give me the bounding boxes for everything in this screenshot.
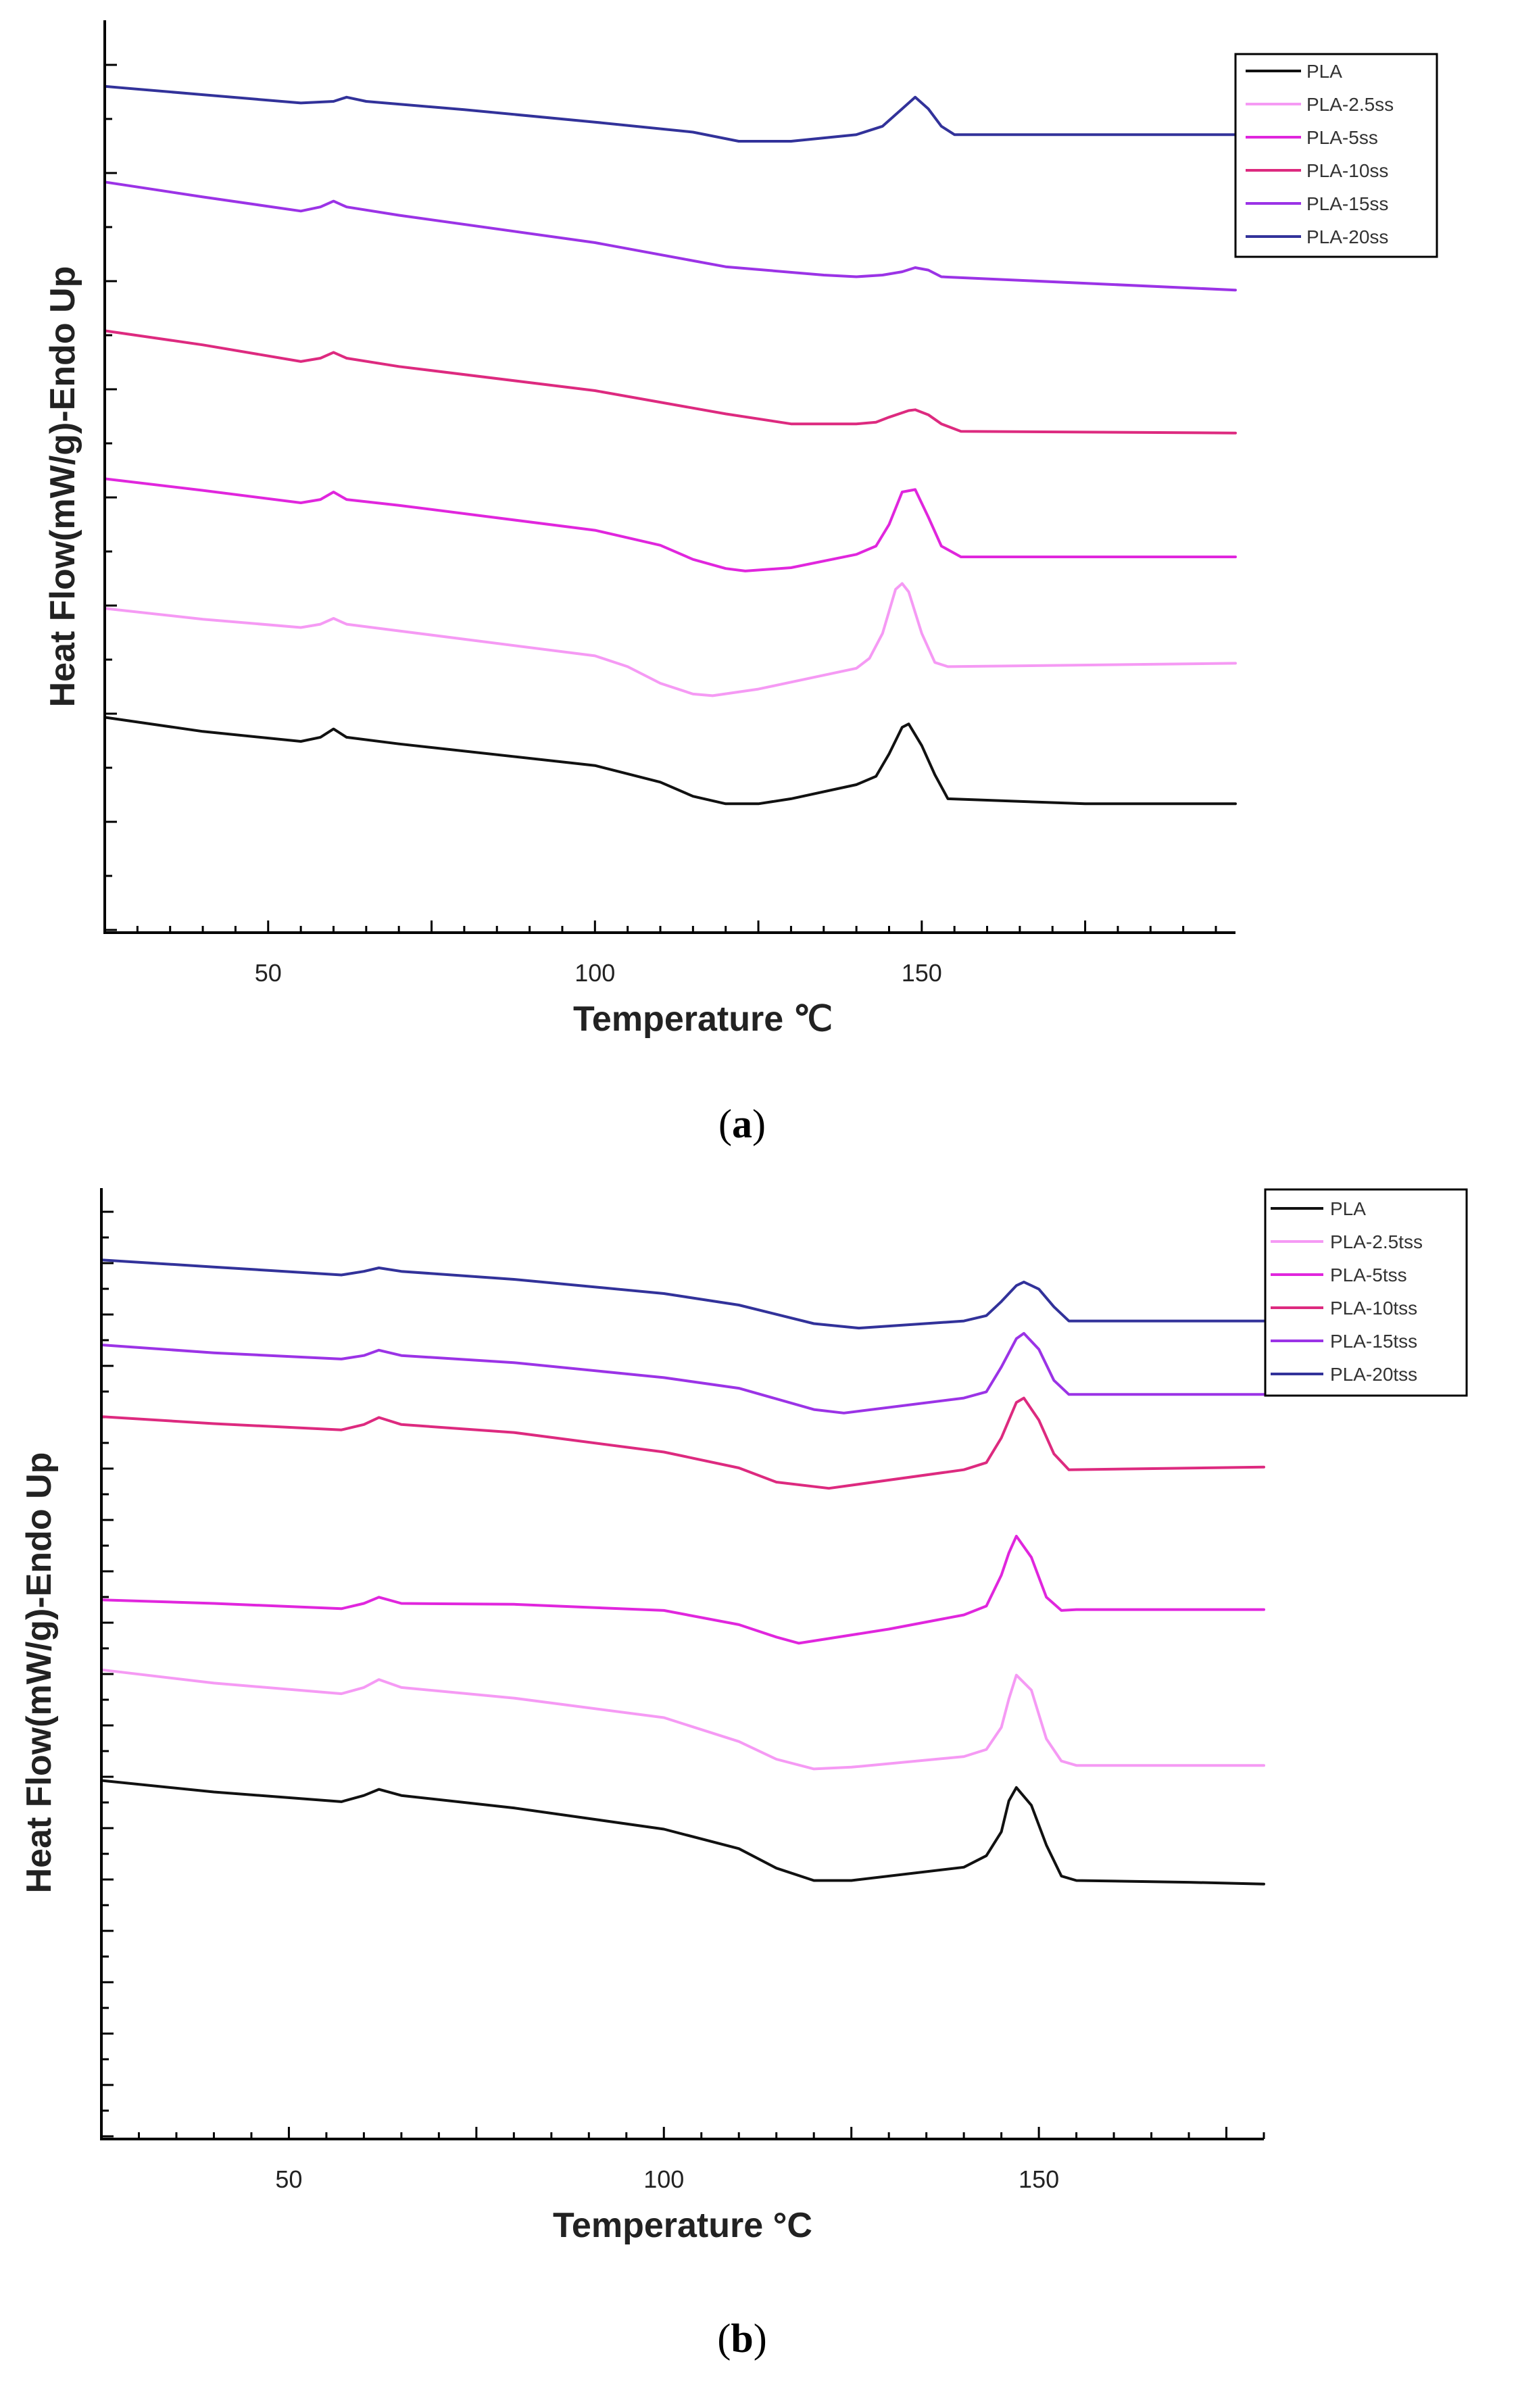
- panel-a-series-pla-15ss: [103, 180, 1237, 292]
- panel-a-x-tick-label: 150: [902, 959, 942, 987]
- panel-b-series: [100, 1258, 1265, 1886]
- panel-a-x-axis-title: Temperature ℃: [573, 1000, 833, 1039]
- panel-b-legend: PLA PLA-2.5tss PLA-5tss PLA-10tss PLA-15tss P…: [1264, 1188, 1468, 1397]
- panel-b-legend-label: PLA-5tss: [1330, 1264, 1407, 1285]
- panel-a-legend-label: PLA-15ss: [1306, 193, 1388, 214]
- panel-b-label: (b): [717, 2316, 766, 2361]
- panel-a-legend: PLA PLA-2.5ss PLA-5ss PLA-10ss PLA-15ss PLA-2…: [1234, 53, 1438, 258]
- panel-a-legend-label: PLA-5ss: [1306, 127, 1378, 148]
- panel-b-series-pla-2-5tss: [100, 1668, 1265, 1771]
- panel-b-legend-label: PLA-10tss: [1330, 1298, 1417, 1319]
- panel-b-x-axis-title: Temperature °C: [553, 2206, 812, 2245]
- panel-a-y-ticks: [105, 64, 117, 931]
- panel-a-legend-box: [1234, 53, 1438, 258]
- panel-a-x-tick-label: 50: [255, 959, 282, 987]
- panel-a-x-ticks: 50 100 150: [103, 920, 1217, 987]
- panel-b-legend-label: PLA-15tss: [1330, 1331, 1417, 1352]
- panel-b-series-pla-10tss: [100, 1396, 1265, 1490]
- panel-b-legend-box: [1264, 1188, 1468, 1397]
- panel-a-legend-label: PLA-2.5ss: [1306, 94, 1394, 115]
- panel-b-x-tick-label: 100: [643, 2165, 684, 2193]
- panel-a-legend-label: PLA-10ss: [1306, 160, 1388, 181]
- panel-b-y-ticks: [101, 1210, 114, 2138]
- panel-a-label-letter: a: [732, 1102, 752, 1146]
- panel-a-series-pla: [103, 716, 1237, 806]
- panel-b-series-pla-20tss: [100, 1258, 1265, 1330]
- panel-b-series-pla-5tss: [100, 1534, 1265, 1645]
- panel-a-axes: [103, 20, 1235, 934]
- panel-b-label-letter: b: [731, 2316, 753, 2361]
- panel-a-series-pla-5ss: [103, 477, 1237, 572]
- panel-b-axes: [100, 1188, 1264, 2140]
- panel-b-legend-label: PLA-20tss: [1330, 1364, 1417, 1385]
- panel-b-chart: 50 100 150 Heat Flow(mW/g)-Endo Up Tempera…: [20, 1188, 1468, 2245]
- panel-a-series-pla-2-5ss: [103, 582, 1237, 697]
- panel-b-x-tick-label: 50: [275, 2165, 302, 2193]
- panel-b-x-tick-label: 150: [1019, 2165, 1059, 2193]
- panel-a-series: [103, 84, 1237, 806]
- panel-a-y-axis-title: Heat Flow(mW/g)-Endo Up: [43, 266, 82, 708]
- panel-b-legend-label: PLA-2.5tss: [1330, 1231, 1423, 1252]
- panel-b-y-axis-title: Heat Flow(mW/g)-Endo Up: [20, 1452, 59, 1894]
- panel-a-chart: 50 100 150 Heat Flow(mW/g)-Endo Up Tempera…: [43, 20, 1438, 1039]
- panel-b-x-ticks: 50 100 150: [100, 2127, 1265, 2193]
- panel-a-series-pla-10ss: [103, 329, 1237, 435]
- panel-b-series-pla-15tss: [100, 1331, 1265, 1415]
- panel-b-series-pla: [100, 1779, 1265, 1886]
- panel-a-series-pla-20ss: [103, 84, 1237, 143]
- panel-a-x-tick-label: 100: [574, 959, 615, 987]
- panel-a-legend-label: PLA-20ss: [1306, 226, 1388, 247]
- panel-b-legend-label: PLA: [1330, 1198, 1366, 1219]
- panel-a-legend-label: PLA: [1306, 61, 1342, 82]
- panel-a-label: (a): [718, 1102, 766, 1146]
